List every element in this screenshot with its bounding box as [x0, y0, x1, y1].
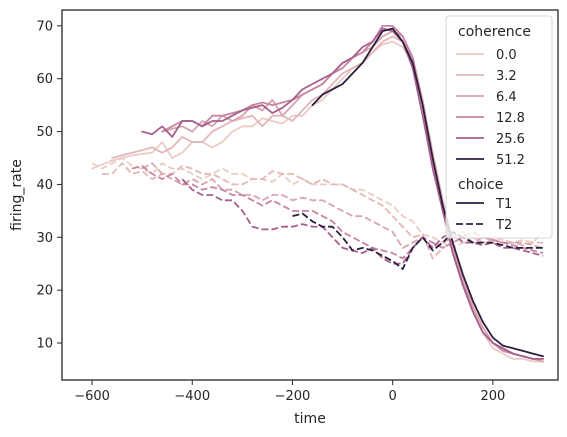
legend-label: T1 — [495, 197, 512, 212]
legend-label: T2 — [495, 218, 512, 233]
y-axis-ticks: 10 20 30 40 50 60 70 — [36, 19, 62, 352]
legend: coherence 0.0 3.2 6.4 12.8 25.6 51.2 choice T… — [445, 15, 553, 239]
legend-label: 3.2 — [496, 69, 517, 84]
legend-label: 6.4 — [496, 90, 517, 105]
y-axis-label: firing_rate — [9, 159, 25, 231]
series-line-51-2-t2 — [292, 212, 543, 270]
legend-box — [445, 15, 553, 239]
y-tick-label: 20 — [36, 284, 53, 299]
y-tick-label: 30 — [36, 231, 53, 246]
plot-frame — [61, 9, 559, 381]
y-tick-label: 40 — [36, 178, 53, 193]
x-tick-label: −600 — [74, 389, 110, 404]
x-tick-label: 0 — [389, 389, 397, 404]
x-axis-label: time — [294, 411, 326, 427]
y-tick-label: 70 — [36, 19, 53, 34]
legend-label: 51.2 — [496, 153, 525, 168]
x-tick-label: −400 — [174, 389, 210, 404]
series-line-51-2-t1 — [311, 27, 544, 358]
legend-label: 0.0 — [496, 48, 517, 63]
series-lines — [91, 24, 544, 363]
series-line-25-6-t2 — [181, 178, 544, 265]
legend-style-title: choice — [458, 177, 503, 193]
legend-label: 25.6 — [496, 132, 525, 147]
y-tick-label: 10 — [36, 337, 53, 352]
legend-label: 12.8 — [496, 111, 525, 126]
y-tick-label: 60 — [36, 72, 53, 87]
legend-hue-title: coherence — [458, 24, 531, 40]
x-tick-label: −200 — [275, 389, 311, 404]
series-line-25-6-t1 — [141, 27, 544, 360]
series-line-6-4-t2 — [141, 162, 544, 249]
x-tick-label: 200 — [480, 389, 505, 404]
x-axis-ticks: −600 −400 −200 0 200 — [74, 380, 505, 404]
y-tick-label: 50 — [36, 125, 53, 140]
